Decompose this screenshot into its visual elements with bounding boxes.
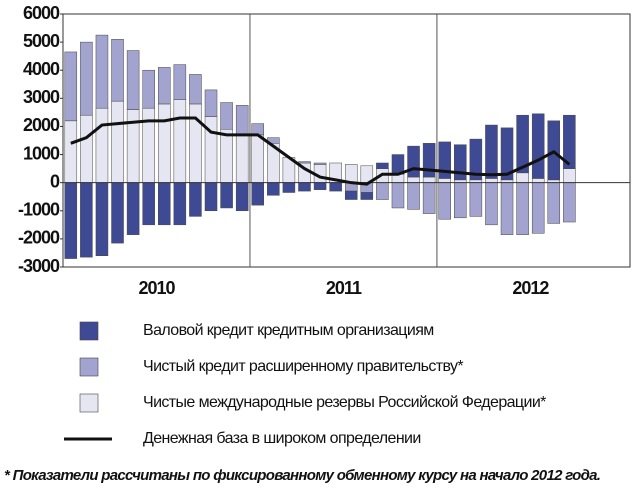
bar-segment bbox=[485, 182, 498, 226]
y-tick-label: -1000 bbox=[18, 200, 60, 220]
bar-segment bbox=[485, 178, 498, 183]
bar-segment bbox=[220, 102, 233, 130]
bar-segment bbox=[360, 192, 374, 200]
y-tick-label: 5000 bbox=[23, 31, 60, 51]
bar-segment bbox=[531, 113, 545, 179]
bar-segment bbox=[422, 176, 436, 183]
bar-segment bbox=[158, 182, 171, 226]
bar-segment bbox=[531, 178, 545, 183]
bar-segment bbox=[64, 182, 78, 259]
bar-segment bbox=[80, 114, 93, 183]
x-group-label: 2012 bbox=[512, 278, 549, 298]
bar-segment bbox=[64, 120, 78, 183]
line-series bbox=[70, 116, 571, 186]
bar-segment bbox=[126, 182, 140, 235]
bar-segment bbox=[329, 182, 342, 192]
bar-segment bbox=[173, 99, 187, 183]
bar-segment bbox=[563, 168, 576, 183]
bar-segment bbox=[173, 64, 187, 100]
bar-segment bbox=[251, 134, 264, 183]
bar-segment bbox=[251, 182, 264, 206]
bar-segment bbox=[189, 103, 202, 183]
legend-swatch bbox=[79, 357, 99, 377]
footnote: * Показатели рассчитаны по фиксированном… bbox=[4, 467, 600, 484]
bar-segment bbox=[516, 172, 529, 183]
bar-segment bbox=[500, 182, 514, 235]
bar-segment bbox=[438, 141, 451, 179]
y-tick-label: 2000 bbox=[23, 115, 60, 135]
bar-segment bbox=[235, 105, 249, 136]
y-tick-label: 3000 bbox=[23, 87, 60, 107]
bar-segment bbox=[95, 107, 109, 183]
bar-segment bbox=[111, 182, 124, 244]
bar-segment bbox=[111, 100, 124, 183]
bar-segment bbox=[313, 162, 327, 165]
bar-segment bbox=[407, 176, 420, 183]
bar-segment bbox=[142, 182, 155, 226]
y-tick-label: 1000 bbox=[23, 143, 60, 163]
y-tick-label: 6000 bbox=[23, 3, 60, 23]
bar-segment bbox=[469, 182, 483, 217]
bar-segment bbox=[95, 34, 109, 109]
bar-segment bbox=[235, 182, 249, 212]
x-group-label: 2011 bbox=[326, 278, 362, 298]
bar-segment bbox=[485, 124, 498, 179]
bar-segment bbox=[235, 134, 249, 183]
bar-segment bbox=[516, 114, 529, 174]
legend-label: Чистые международные резервы Российской … bbox=[143, 394, 546, 411]
bar-segment bbox=[189, 74, 202, 105]
bar-segment bbox=[407, 182, 420, 210]
bar-segment bbox=[220, 182, 233, 209]
bar-segment bbox=[267, 182, 280, 196]
bar-segment bbox=[220, 129, 233, 183]
bar-segment bbox=[158, 67, 171, 105]
bar-segment bbox=[80, 41, 93, 116]
bar-segment bbox=[500, 127, 514, 181]
bar-segment bbox=[313, 182, 327, 190]
bar-segment bbox=[469, 138, 483, 181]
bar-segment bbox=[563, 114, 576, 169]
bar-segment bbox=[251, 123, 264, 136]
bar-segment bbox=[126, 50, 140, 110]
bar-segment bbox=[158, 103, 171, 183]
bar-segment bbox=[516, 182, 529, 235]
bar-segment bbox=[142, 69, 155, 109]
bar-segment bbox=[80, 182, 93, 258]
bar-segment bbox=[422, 143, 436, 178]
y-tick-label: -2000 bbox=[18, 228, 60, 248]
bar-segment bbox=[376, 182, 389, 200]
bar-segment bbox=[189, 182, 202, 217]
bar-segment bbox=[438, 182, 451, 220]
legend-swatch bbox=[79, 321, 99, 341]
y-tick-label: 0 bbox=[50, 171, 60, 191]
bar-segment bbox=[547, 182, 561, 224]
bar-segment bbox=[111, 39, 124, 102]
y-tick-label: -3000 bbox=[18, 256, 60, 276]
bar-segment bbox=[173, 182, 187, 226]
bar-segment bbox=[531, 182, 545, 234]
bar-segment bbox=[204, 89, 218, 117]
bar-segment bbox=[282, 182, 296, 193]
y-tick-label: 4000 bbox=[23, 59, 60, 79]
bar-segment bbox=[391, 182, 405, 209]
legend-label: Денежная база в широком определении bbox=[143, 430, 421, 447]
bar-segment bbox=[376, 162, 389, 169]
x-group-label: 2010 bbox=[138, 278, 175, 298]
bar-segment bbox=[454, 182, 467, 219]
bar-segment bbox=[298, 161, 311, 164]
bar-segment bbox=[298, 182, 311, 192]
bar-segment bbox=[563, 182, 576, 223]
bar-segment bbox=[344, 190, 358, 200]
bar-segment bbox=[204, 182, 218, 212]
bar-segment bbox=[95, 182, 109, 257]
bar-segment bbox=[344, 164, 358, 183]
legend-label: Валовой кредит кредитным организациям bbox=[143, 322, 434, 339]
bar-segment bbox=[407, 145, 420, 178]
legend-label: Чистый кредит расширенному правительству… bbox=[143, 358, 463, 375]
bar-segment bbox=[64, 51, 78, 122]
legend-swatch bbox=[79, 393, 99, 413]
bar-segment bbox=[438, 178, 451, 183]
bar-segment bbox=[422, 182, 436, 214]
